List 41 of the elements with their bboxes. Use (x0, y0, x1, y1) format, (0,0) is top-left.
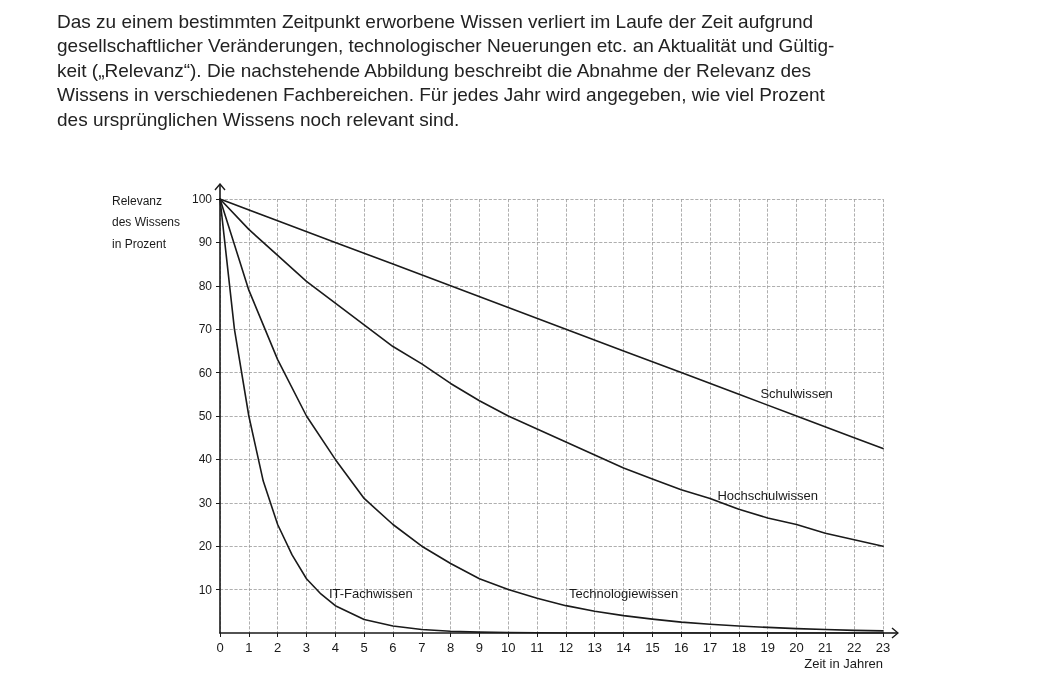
x-tick-label: 16 (673, 640, 689, 655)
x-tick-label: 14 (616, 640, 631, 655)
x-tick-label: 2 (274, 640, 282, 655)
x-tick-label: 4 (331, 640, 339, 655)
y-tick-label: 80 (198, 278, 213, 293)
x-tick-label: 0 (216, 640, 224, 655)
series-label: Technologiewissen (569, 585, 679, 601)
series-label: Hochschulwissen (717, 487, 818, 503)
x-tick-label: 18 (731, 640, 747, 655)
x-tick-label: 12 (558, 640, 574, 655)
y-tick-label: 20 (198, 539, 213, 554)
series-label: IT-Fachwissen (328, 586, 413, 602)
x-tick-label: 9 (475, 640, 484, 655)
x-tick-label: 5 (360, 640, 368, 655)
x-tick-label: 15 (645, 640, 660, 655)
x-tick-label: 7 (418, 640, 426, 655)
x-tick-label: 1 (245, 640, 253, 655)
x-tick-label: 20 (789, 640, 804, 655)
x-tick-label: 21 (818, 640, 833, 655)
x-tick-label: 17 (702, 640, 718, 655)
y-tick-label: 100 (191, 192, 213, 206)
y-tick-label: 10 (198, 582, 213, 597)
x-tick-label: 22 (846, 640, 862, 655)
x-tick-label: 10 (501, 640, 516, 655)
y-tick-label: 30 (198, 495, 213, 510)
y-tick-label: 90 (198, 235, 213, 250)
y-tick-label: 40 (198, 452, 213, 467)
x-tick-label: 13 (587, 640, 602, 655)
x-tick-label: 8 (446, 640, 455, 655)
x-axis-title: Zeit in Jahren (804, 656, 883, 671)
x-tick-label: 23 (875, 640, 891, 655)
x-tick-label: 6 (389, 640, 397, 655)
y-axis-title: Relevanz des Wissens in Prozent (112, 193, 181, 251)
x-tick-label: 11 (530, 640, 544, 655)
x-tick-label: 19 (760, 640, 775, 655)
y-tick-label: 50 (198, 409, 213, 423)
x-tick-label: 3 (302, 640, 311, 655)
series-label: Schulwissen (760, 386, 833, 401)
chart-title: Das zu einem bestimmten Zeitpunkt erworbene Wissen verliert im Laufe der Zeit aufgrund gesellschaftlicher Veränderungen, technologischer Neuerungen etc. an Aktualität und Gültig- keit („Relevanz“). Die nachstehende Abbildung beschreibt die Abnahme der Relevanz des Wissens in verschiedenen Fachbereichen. Für jedes Jahr wird angegeben, wie viel Prozent des ursprünglichen Wissens noch relevant sind. (57, 10, 835, 130)
y-tick-label: 70 (198, 322, 213, 337)
y-tick-label: 60 (198, 365, 213, 380)
